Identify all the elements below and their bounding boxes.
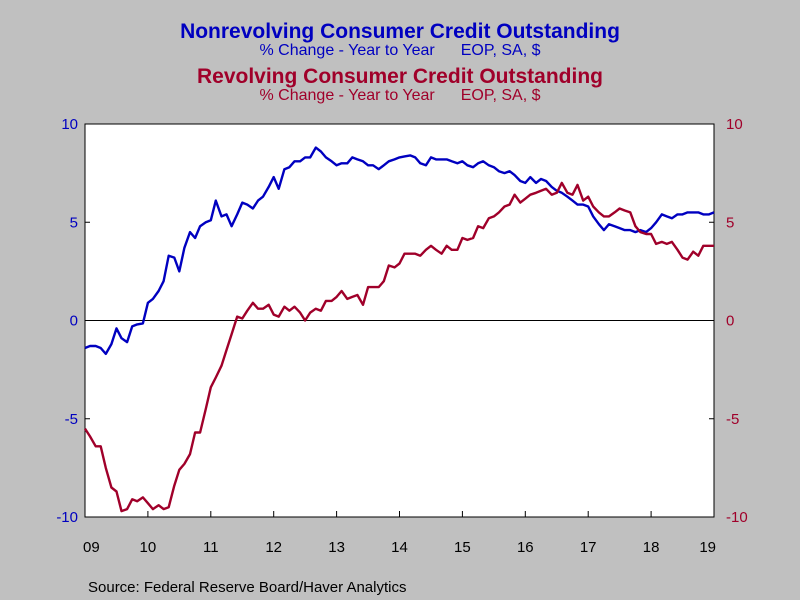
series2-subtitle: % Change - Year to Year EOP, SA, $ bbox=[0, 87, 800, 104]
x-tick-label: 12 bbox=[265, 539, 282, 556]
left-tick-label: 10 bbox=[61, 116, 78, 133]
right-tick-label: 0 bbox=[726, 313, 734, 330]
x-tick-label: 09 bbox=[83, 539, 100, 556]
series1-subtitle-measure: % Change - Year to Year bbox=[259, 42, 435, 59]
x-tick-label: 14 bbox=[391, 539, 408, 556]
revolving-series-line bbox=[83, 181, 714, 513]
right-tick-label: -10 bbox=[726, 509, 748, 526]
x-axis: 09 10 11 12 13 14 15 16 17 18 19 bbox=[83, 511, 716, 556]
x-tick-label: 16 bbox=[517, 539, 534, 556]
right-tick-label: 10 bbox=[726, 116, 743, 133]
x-tick-label: 15 bbox=[454, 539, 471, 556]
series1-subtitle-units: EOP, SA, $ bbox=[460, 42, 541, 59]
right-axis: 10 5 0 -5 -10 bbox=[709, 116, 748, 526]
left-axis: 10 5 0 -5 -10 bbox=[56, 116, 90, 526]
left-tick-label: -10 bbox=[56, 509, 78, 526]
x-tick-label: 10 bbox=[140, 539, 157, 556]
series2-subtitle-measure: % Change - Year to Year bbox=[259, 87, 435, 104]
series2-title-text: Revolving Consumer Credit Outstanding bbox=[196, 65, 604, 88]
source-note: Source: Federal Reserve Board/Haver Anal… bbox=[88, 579, 407, 596]
x-tick-label: 11 bbox=[203, 539, 219, 556]
right-tick-label: 5 bbox=[726, 214, 734, 231]
series2-title: Revolving Consumer Credit Outstanding bbox=[0, 66, 800, 88]
left-tick-label: 5 bbox=[70, 214, 78, 231]
x-tick-label: 13 bbox=[328, 539, 345, 556]
series-layer bbox=[83, 146, 715, 513]
x-tick-label: 18 bbox=[643, 539, 660, 556]
x-tick-label: 19 bbox=[699, 539, 716, 556]
nonrevolving-series-line bbox=[84, 146, 715, 356]
series1-subtitle: % Change - Year to Year EOP, SA, $ bbox=[0, 42, 800, 59]
series2-subtitle-units: EOP, SA, $ bbox=[460, 87, 541, 104]
series1-title-text: Nonrevolving Consumer Credit Outstanding bbox=[180, 20, 620, 43]
left-tick-label: -5 bbox=[65, 411, 78, 428]
left-tick-label: 0 bbox=[70, 313, 78, 330]
series1-title: Nonrevolving Consumer Credit Outstanding bbox=[0, 21, 800, 43]
right-tick-label: -5 bbox=[726, 411, 739, 428]
x-tick-label: 17 bbox=[580, 539, 597, 556]
